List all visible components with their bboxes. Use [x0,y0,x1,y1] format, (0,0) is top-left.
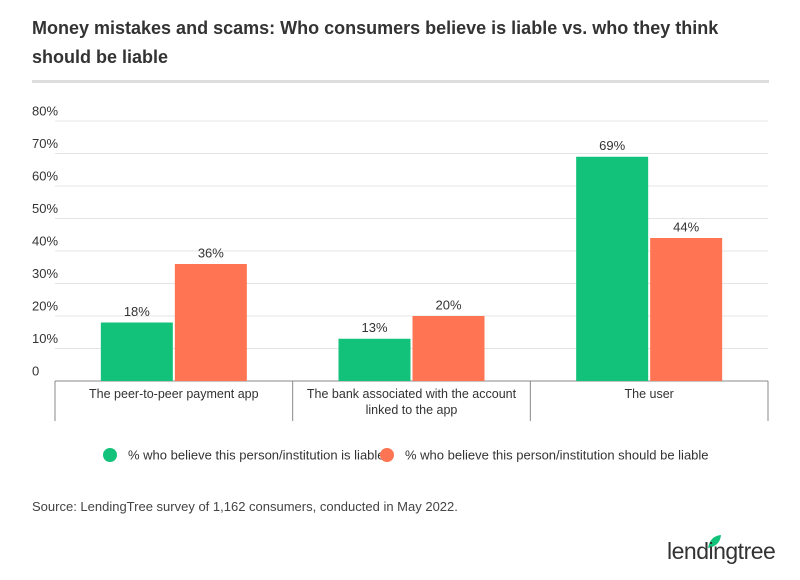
chart-title: Money mistakes and scams: Who consumers … [32,18,719,67]
bar [576,156,649,381]
y-tick-label: 80% [32,103,58,118]
x-tick-label: The user [624,387,674,401]
bar [100,322,173,381]
bar [338,338,411,381]
logo: lendingtree [667,538,776,564]
logo-leaf [708,535,721,548]
y-tick-label: 50% [32,201,58,216]
y-tick-label: 20% [32,298,58,313]
source-note: Source: LendingTree survey of 1,162 cons… [32,499,458,514]
y-tick-label: 40% [32,233,58,248]
y-tick-label: 30% [32,266,58,281]
legend-label: % who believe this person/institution sh… [405,447,709,462]
value-label: 20% [435,297,461,312]
y-tick-label: 70% [32,136,58,151]
bar [412,316,485,381]
value-label: 18% [124,304,150,319]
legend-marker [380,448,394,462]
title-rule [32,80,769,83]
y-tick-label: 60% [32,168,58,183]
y-tick-label: 10% [32,331,58,346]
bar [650,238,723,381]
value-label: 36% [198,245,224,260]
x-tick-label: The peer-to-peer payment app [89,387,259,401]
legend-label: % who believe this person/institution is… [128,447,385,462]
value-label: 69% [599,138,625,153]
x-tick-label: The bank associated with the account lin… [306,387,517,417]
value-label: 44% [673,219,699,234]
bar [174,264,247,381]
legend-marker [103,448,117,462]
value-label: 13% [361,320,387,335]
y-tick-label: 0 [32,363,39,378]
